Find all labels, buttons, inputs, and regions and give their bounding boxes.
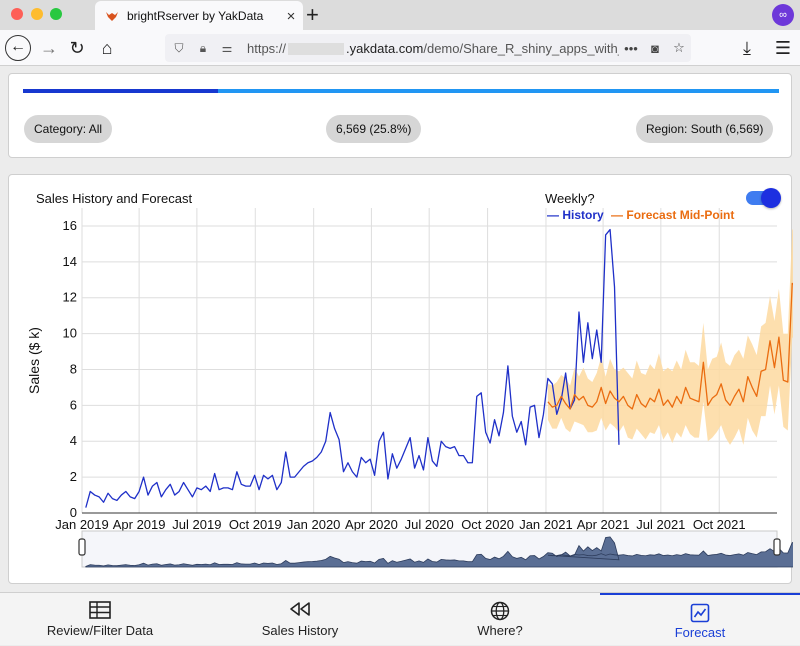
lock-icon[interactable]: 🔒︎ xyxy=(199,40,207,55)
forward-button[interactable]: → xyxy=(40,38,58,58)
browser-tab[interactable]: brightRserver by YakData × xyxy=(95,1,303,31)
reload-button[interactable]: ↻ xyxy=(69,38,85,58)
navigator-right-handle xyxy=(773,538,781,556)
yak-logo-icon xyxy=(106,12,118,21)
y-tick-label: 0 xyxy=(70,505,77,520)
nav-sales-history-label: Sales History xyxy=(261,623,339,638)
bottom-nav: Review/Filter Data Sales History Where? … xyxy=(0,592,800,645)
y-tick-label: 10 xyxy=(63,326,77,341)
nav-forecast[interactable]: Forecast xyxy=(600,593,800,646)
chart-icon xyxy=(600,595,800,623)
x-tick-label: Apr 2019 xyxy=(113,517,166,532)
close-window-button[interactable] xyxy=(11,8,23,20)
y-tick-label: 16 xyxy=(63,218,77,233)
filter-progress-fill xyxy=(23,89,219,93)
x-tick-label: Apr 2020 xyxy=(345,517,398,532)
legend-history[interactable]: — History xyxy=(547,208,604,222)
private-mask-icon[interactable]: ∞ xyxy=(772,4,794,26)
count-badge: 6,569 (25.8%) xyxy=(326,115,422,143)
filter-progress-bar xyxy=(23,89,779,93)
chart-panel: 0 2 4 6 8 10 12 14 16 Jan 2019 Apr 2019 Jul 2019 Oct… xyxy=(8,174,793,584)
url-prefix: https:// xyxy=(247,40,287,56)
forecast-line xyxy=(547,282,793,410)
browser-navbar: ← → ↻ ⌂ ⛉ 🔒︎ ⚌ https:// .yakdata.com/demo… xyxy=(0,30,800,66)
permissions-icon[interactable]: ⚌ xyxy=(221,41,233,55)
weekly-toggle-label: Weekly? xyxy=(545,191,595,206)
y-axis-label: Sales ($ k) xyxy=(26,327,42,394)
nav-review-filter-data[interactable]: Review/Filter Data xyxy=(0,593,200,646)
url-domain: .yakdata.com xyxy=(346,40,424,56)
chart-title: Sales History and Forecast xyxy=(36,191,193,206)
x-tick-label: Jan 2020 xyxy=(287,517,341,532)
url-text[interactable]: https:// .yakdata.com/demo/Share_R_shiny_… xyxy=(247,41,619,56)
url-path: /demo/Share_R_shiny_apps_with_Y xyxy=(423,40,619,56)
minimize-window-button[interactable] xyxy=(31,8,43,20)
y-tick-label: 12 xyxy=(63,290,77,305)
x-tick-label: Apr 2021 xyxy=(577,517,630,532)
x-tick-label: Jul 2019 xyxy=(172,517,221,532)
hamburger-menu-icon[interactable]: ☰ xyxy=(774,38,792,58)
globe-icon xyxy=(400,593,600,621)
chart-legend: — History — Forecast Mid-Point xyxy=(547,208,734,222)
rewind-icon xyxy=(200,593,400,619)
y-tick-label: 14 xyxy=(63,254,77,269)
x-tick-label: Jul 2020 xyxy=(405,517,454,532)
forecast-band xyxy=(547,229,793,445)
x-tick-label: Oct 2019 xyxy=(229,517,282,532)
x-tick-label: Oct 2021 xyxy=(693,517,746,532)
y-tick-label: 6 xyxy=(70,397,77,412)
nav-review-filter-data-label: Review/Filter Data xyxy=(46,623,154,638)
nav-forecast-label: Forecast xyxy=(674,625,726,640)
page-actions-icon[interactable]: ••• xyxy=(624,40,638,56)
x-tick-label: Jan 2021 xyxy=(519,517,573,532)
x-tick-label: Jul 2021 xyxy=(636,517,685,532)
x-tick-label: Oct 2020 xyxy=(461,517,514,532)
address-bar[interactable]: ⛉ 🔒︎ ⚌ https:// .yakdata.com/demo/Share_R… xyxy=(165,34,691,62)
table-icon xyxy=(0,593,200,619)
downloads-icon[interactable]: ⤓ xyxy=(743,38,751,58)
category-filter-pill[interactable]: Category: All xyxy=(24,115,113,143)
navigator-area xyxy=(85,536,793,568)
shield-icon[interactable]: ⛉ xyxy=(174,40,184,55)
weekly-toggle[interactable] xyxy=(746,188,781,208)
home-button[interactable]: ⌂ xyxy=(101,38,113,58)
x-tick-label: Jan 2019 xyxy=(55,517,109,532)
pocket-icon[interactable]: ◙ xyxy=(651,40,659,56)
y-tick-label: 2 xyxy=(70,469,77,484)
region-filter-pill[interactable]: Region: South (6,569) xyxy=(636,115,774,143)
browser-titlebar: brightRserver by YakData × + ∞ xyxy=(0,0,800,31)
nav-where[interactable]: Where? xyxy=(400,593,600,646)
tab-close-icon[interactable]: × xyxy=(286,7,296,25)
navigator-left-handle xyxy=(78,538,86,556)
filter-panel: Category: All 6,569 (25.8%) Region: Sout… xyxy=(8,73,792,158)
back-button[interactable]: ← xyxy=(5,35,31,61)
history-line xyxy=(85,228,620,508)
tab-title: brightRserver by YakData xyxy=(127,9,264,23)
bookmark-star-icon[interactable]: ☆ xyxy=(673,40,685,55)
url-redacted xyxy=(288,43,345,56)
weekly-toggle-knob[interactable] xyxy=(761,188,781,208)
new-tab-button[interactable]: + xyxy=(306,2,319,27)
nav-sales-history[interactable]: Sales History xyxy=(200,593,400,646)
legend-forecast[interactable]: — Forecast Mid-Point xyxy=(611,208,735,222)
y-tick-label: 4 xyxy=(70,433,77,448)
maximize-window-button[interactable] xyxy=(50,8,62,20)
y-tick-label: 8 xyxy=(70,361,77,376)
nav-where-label: Where? xyxy=(477,623,523,638)
sales-chart: 0 2 4 6 8 10 12 14 16 Jan 2019 Apr 2019 Jul 2019 Oct… xyxy=(26,208,793,568)
